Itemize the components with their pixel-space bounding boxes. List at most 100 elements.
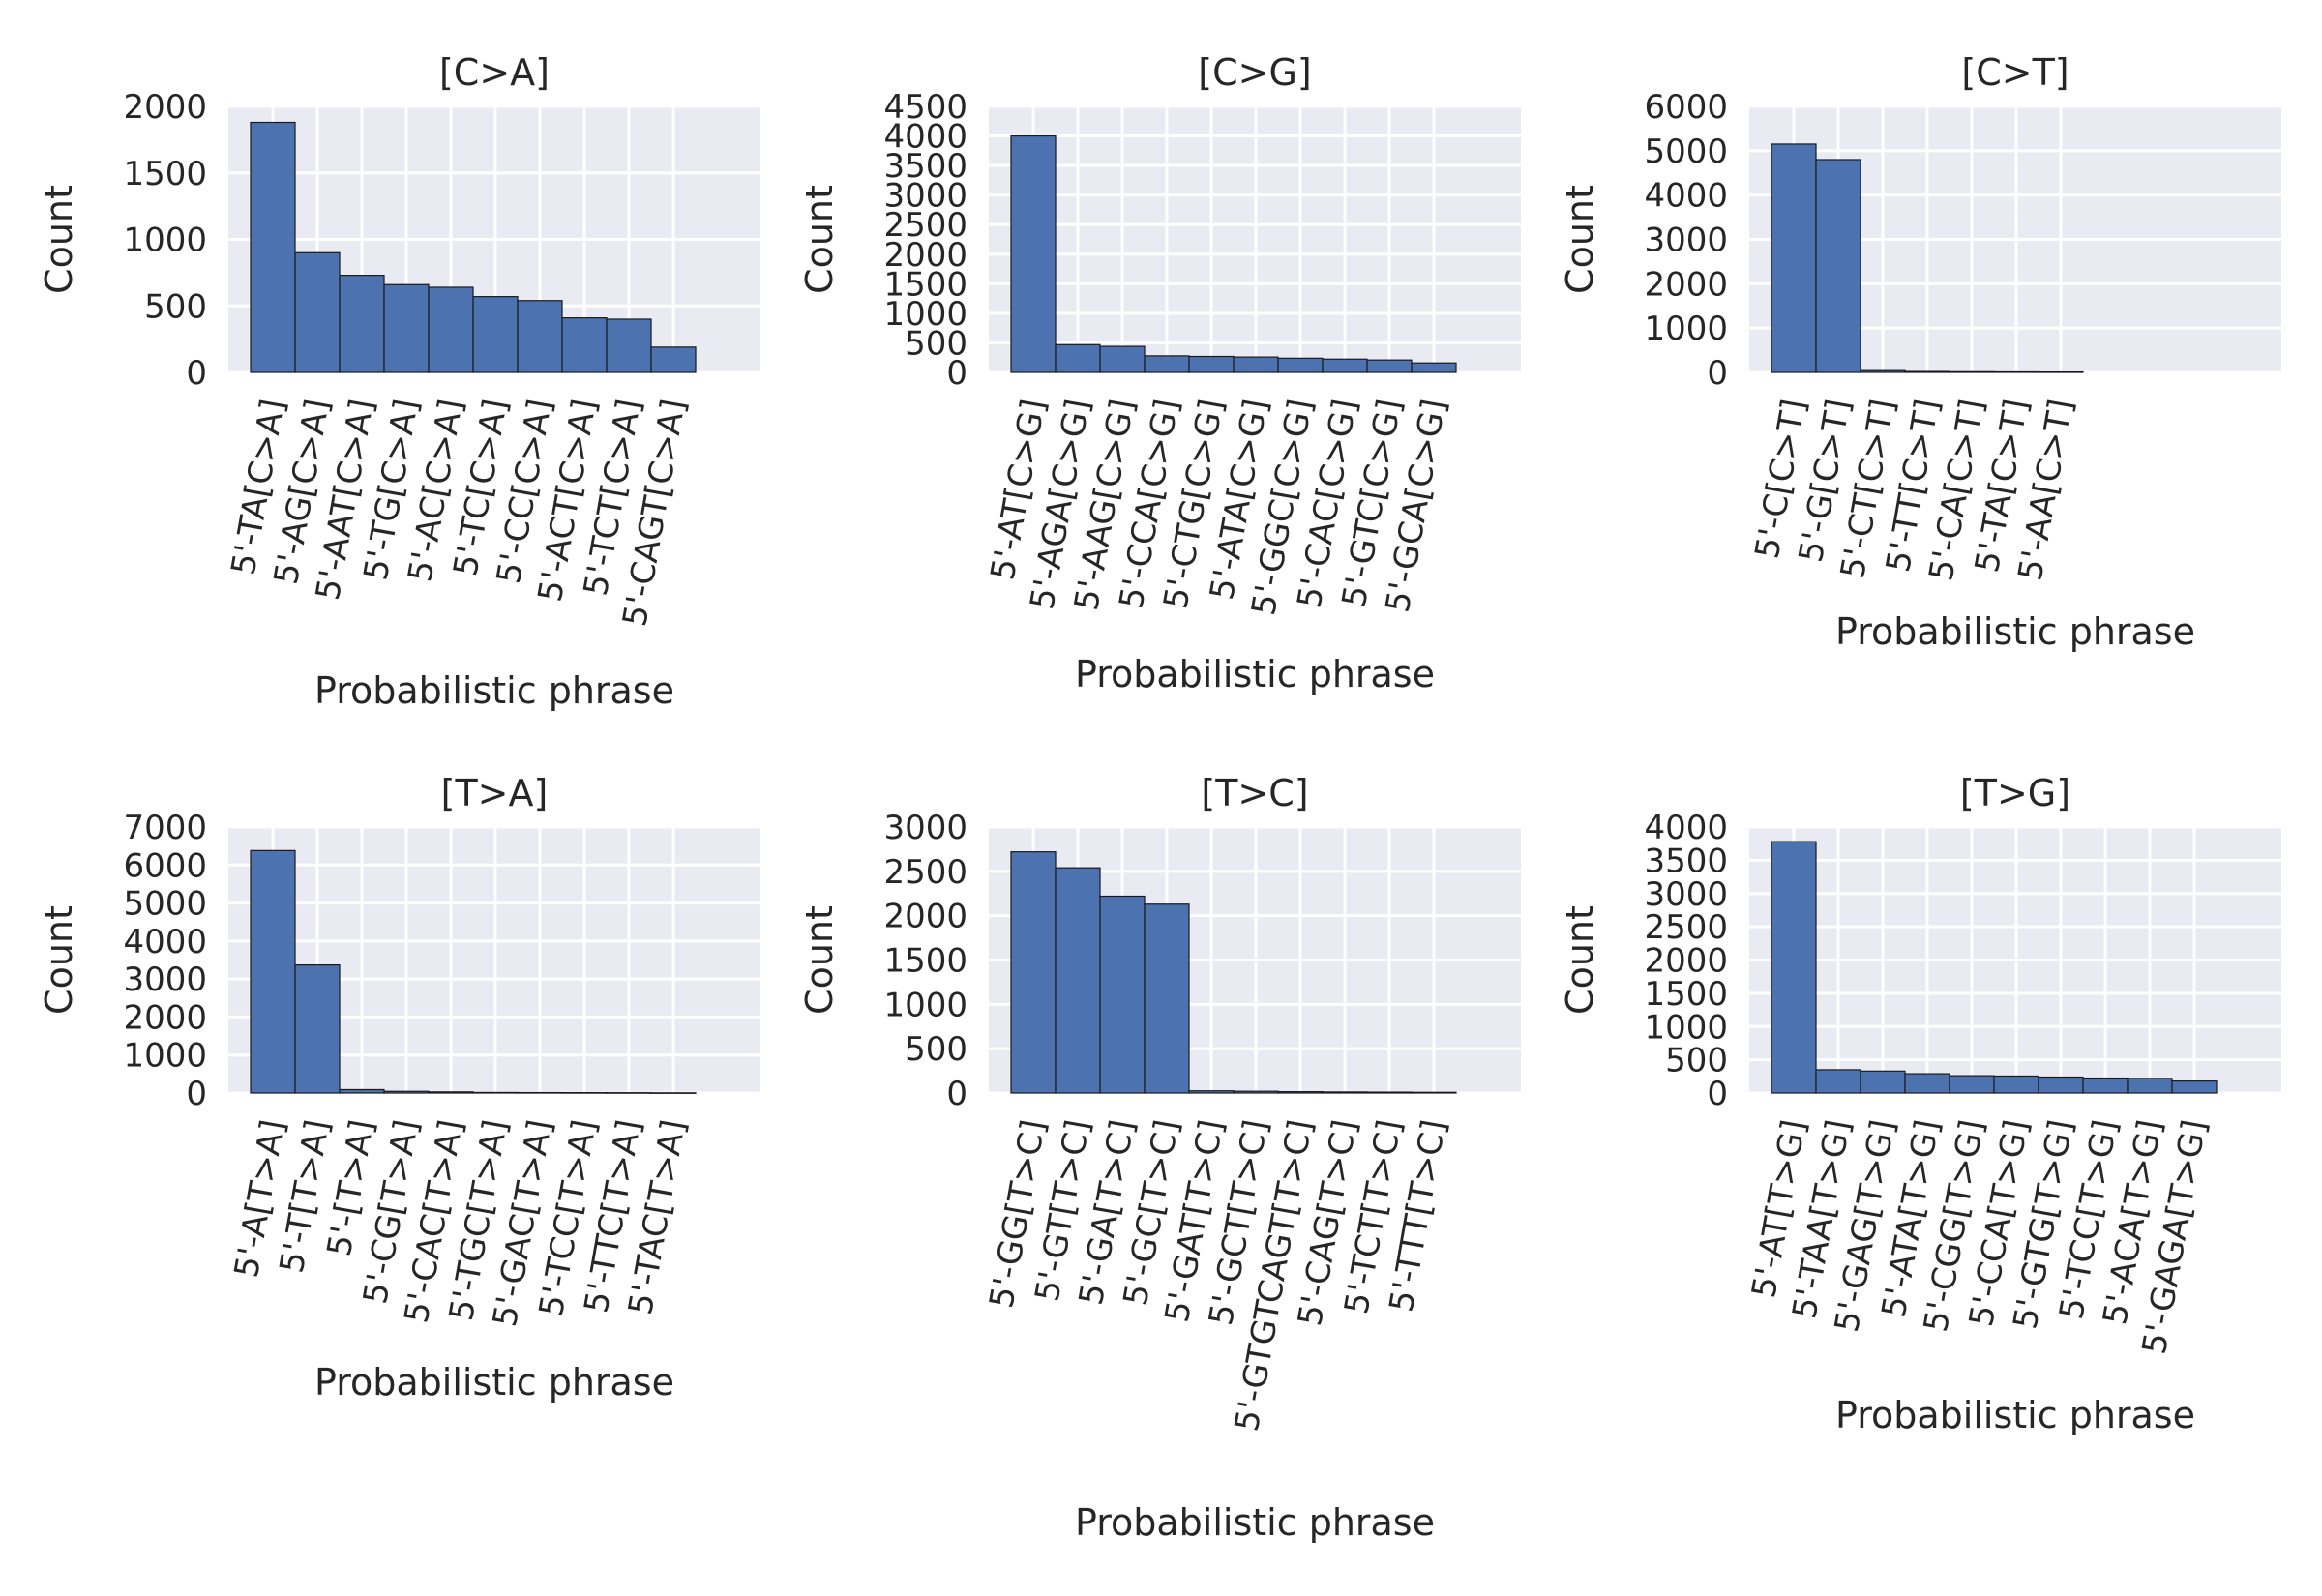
bar xyxy=(2082,1077,2128,1094)
bar xyxy=(561,317,608,373)
bar xyxy=(1993,1075,2039,1094)
bar xyxy=(561,1092,608,1094)
bar xyxy=(428,1091,474,1094)
bar xyxy=(650,1092,697,1094)
bar xyxy=(1904,1073,1950,1094)
chart-title: [T>C] xyxy=(1201,772,1308,814)
y-tick-label: 4000 xyxy=(883,118,968,157)
y-tick-label: 0 xyxy=(1707,1075,1728,1113)
bar xyxy=(1815,159,1861,373)
bar xyxy=(1771,143,1817,373)
bar xyxy=(2171,1080,2218,1094)
bar xyxy=(339,275,385,373)
bar xyxy=(1411,362,1457,373)
chart-title: [T>A] xyxy=(441,772,549,814)
y-tick-label: 3000 xyxy=(1644,875,1728,914)
bar xyxy=(1366,1091,1413,1094)
bar xyxy=(517,1091,563,1094)
y-tick-label: 5000 xyxy=(1644,133,1728,171)
y-tick-label: 1500 xyxy=(883,265,968,304)
y-tick-label: 1000 xyxy=(1644,1008,1728,1047)
y-tick-label: 0 xyxy=(946,354,968,393)
y-tick-label: 0 xyxy=(186,1075,207,1113)
y-tick-label: 1500 xyxy=(883,942,968,981)
chart-panel: 01000200030004000500060005'-C[C>T]5'-G[C… xyxy=(1559,51,2281,653)
y-tick-label: 2000 xyxy=(123,998,207,1037)
bar xyxy=(1144,903,1190,1094)
bar xyxy=(1099,895,1146,1094)
bar xyxy=(1233,356,1279,373)
bar xyxy=(428,286,474,373)
y-axis-label: Count xyxy=(798,905,841,1015)
bar xyxy=(1233,1090,1279,1094)
bar xyxy=(1277,357,1324,373)
bar xyxy=(2127,1078,2173,1094)
y-axis-label: Count xyxy=(38,905,80,1015)
bar xyxy=(383,283,430,373)
y-tick-label: 4000 xyxy=(1644,177,1728,216)
y-axis-label: Count xyxy=(798,185,841,294)
bar xyxy=(250,849,296,1094)
y-tick-label: 500 xyxy=(905,1030,968,1069)
bar xyxy=(1322,1091,1368,1094)
bar xyxy=(294,964,341,1094)
y-tick-label: 3000 xyxy=(883,177,968,216)
y-tick-label: 2000 xyxy=(1644,942,1728,981)
y-tick-label: 2000 xyxy=(883,236,968,275)
y-tick-label: 3500 xyxy=(883,147,968,186)
bar xyxy=(1771,841,1817,1094)
bar xyxy=(1188,355,1235,373)
y-tick-label: 6000 xyxy=(1644,88,1728,127)
bar xyxy=(472,1091,519,1094)
bar xyxy=(1099,345,1146,373)
y-tick-label: 1000 xyxy=(123,222,207,260)
y-tick-label: 0 xyxy=(186,354,207,393)
y-tick-label: 500 xyxy=(144,287,207,326)
y-tick-label: 2000 xyxy=(123,88,207,127)
bar xyxy=(339,1088,385,1094)
chart-title: [C>G] xyxy=(1198,51,1311,94)
y-tick-label: 500 xyxy=(905,324,968,363)
y-tick-label: 0 xyxy=(946,1075,968,1113)
chart-panel: 050010001500200025003000350040005'-AT[T>… xyxy=(1559,772,2281,1436)
chart-title: [C>A] xyxy=(439,51,550,94)
y-tick-label: 1500 xyxy=(1644,975,1728,1014)
bar xyxy=(1949,370,1995,373)
chart-title: [T>G] xyxy=(1960,772,2070,814)
bar xyxy=(1055,343,1101,373)
x-axis-label: Probabilistic phrase xyxy=(1075,653,1435,695)
y-tick-label: 3000 xyxy=(1644,222,1728,260)
y-tick-label: 4000 xyxy=(1644,809,1728,847)
bar xyxy=(1860,369,1906,373)
y-tick-label: 7000 xyxy=(123,809,207,847)
bar xyxy=(606,1092,652,1094)
bar xyxy=(1144,355,1190,373)
bar xyxy=(1904,370,1950,373)
bar xyxy=(1993,370,2039,373)
y-axis-label: Count xyxy=(1559,185,1601,294)
y-tick-label: 1000 xyxy=(1644,310,1728,348)
bar xyxy=(1815,1069,1861,1094)
chart-panel: 010002000300040005000600070005'-A[T>A]5'… xyxy=(38,772,760,1404)
chart-panel: 0500100015002000250030005'-GG[T>C]5'-GT[… xyxy=(798,772,1521,1544)
bar xyxy=(606,318,652,373)
y-tick-label: 2500 xyxy=(1644,908,1728,947)
x-axis-label: Probabilistic phrase xyxy=(1075,1501,1435,1544)
chart-panel: 0500100015002000250030003500400045005'-A… xyxy=(798,51,1521,695)
bar xyxy=(1055,867,1101,1094)
bar xyxy=(1010,851,1057,1094)
bar xyxy=(1277,1091,1324,1094)
bar xyxy=(472,296,519,373)
bar xyxy=(294,251,341,373)
y-tick-label: 1000 xyxy=(883,986,968,1024)
y-tick-label: 6000 xyxy=(123,846,207,885)
bar xyxy=(383,1090,430,1094)
chart-title: [C>T] xyxy=(1961,51,2069,94)
y-tick-label: 4500 xyxy=(883,88,968,127)
y-tick-label: 3000 xyxy=(883,809,968,847)
y-tick-label: 2500 xyxy=(883,206,968,245)
x-axis-label: Probabilistic phrase xyxy=(314,669,674,712)
x-axis-label: Probabilistic phrase xyxy=(1835,1394,2195,1436)
y-axis-label: Count xyxy=(38,185,80,294)
y-tick-label: 1000 xyxy=(123,1037,207,1076)
